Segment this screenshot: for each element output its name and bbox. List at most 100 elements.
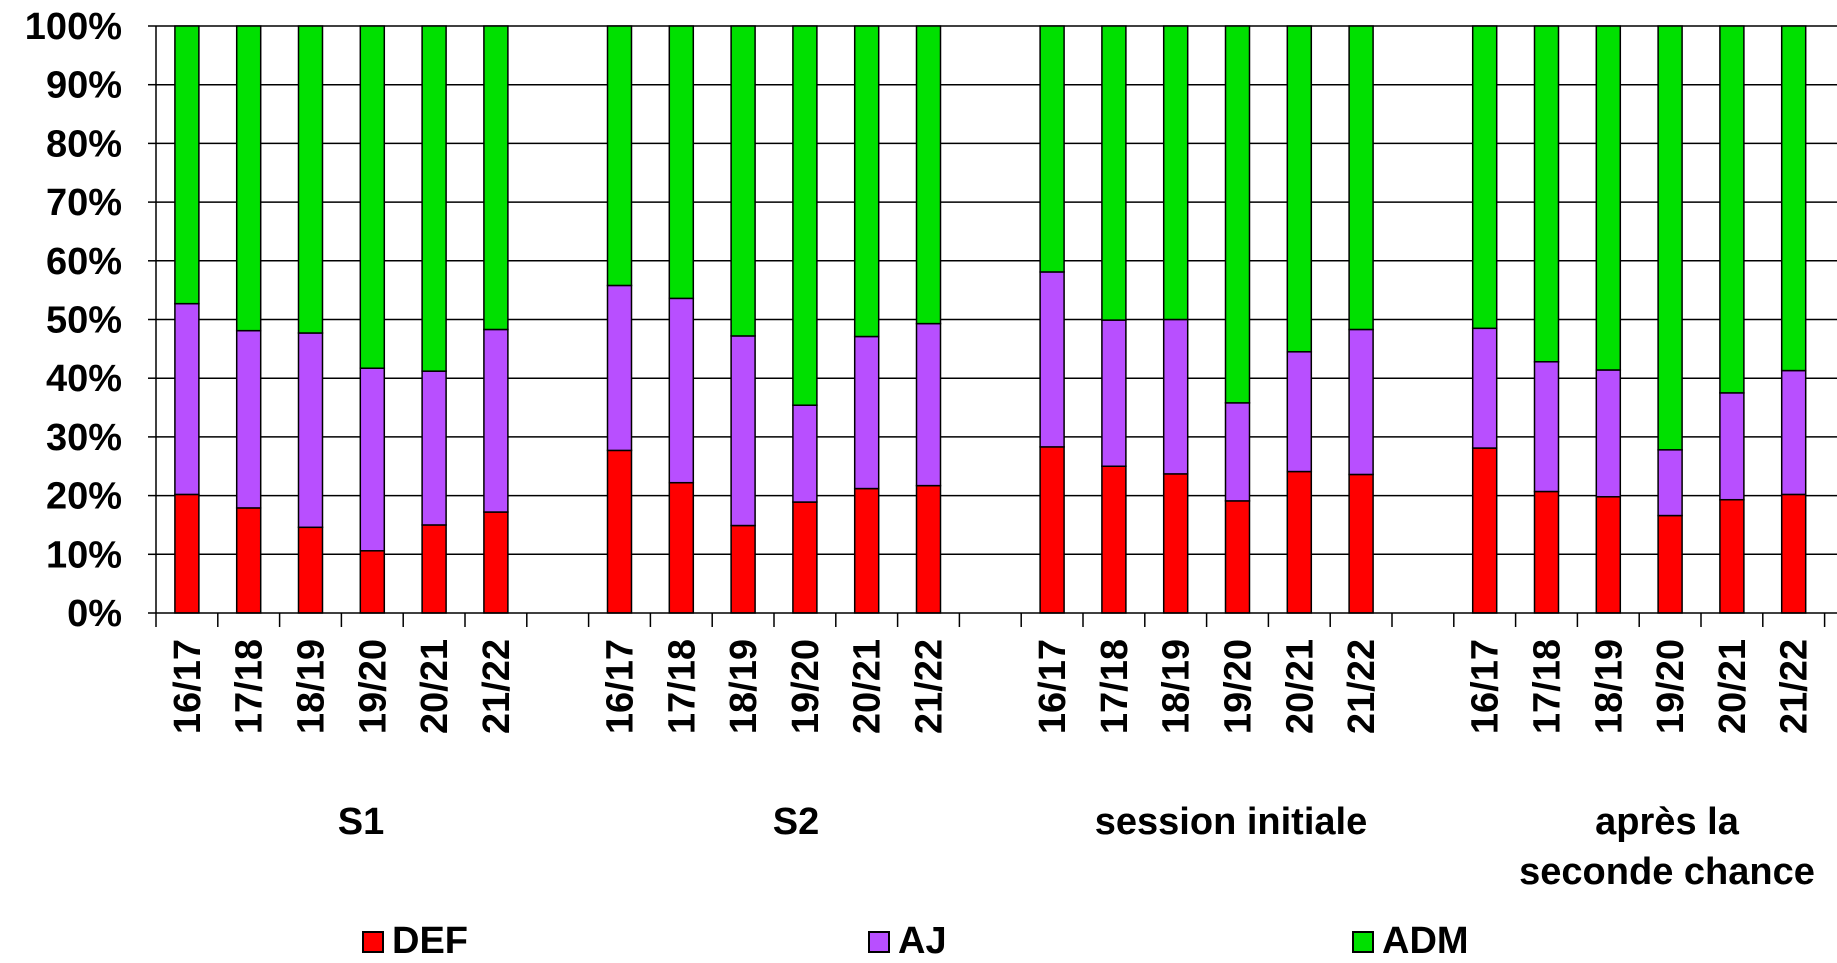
y-tick-label: 0% <box>67 593 122 635</box>
legend-label-aj: AJ <box>898 920 947 962</box>
x-tick-label: 17/18 <box>661 639 703 734</box>
bar-segment-adm <box>1101 25 1127 321</box>
bar-segment-aj <box>1657 449 1683 517</box>
bar-segment-def <box>792 501 818 614</box>
bar-segment-adm <box>730 25 756 337</box>
y-tick-label: 100% <box>25 6 122 48</box>
bar-segment-def <box>483 511 509 614</box>
y-tick-label: 50% <box>46 300 122 342</box>
bar-segment-aj <box>1224 402 1251 502</box>
x-tick-label: 20/21 <box>414 639 456 734</box>
x-tick-label: 19/20 <box>1650 639 1692 734</box>
y-tick-label: 20% <box>46 476 122 518</box>
group-labels: S1 S2 session initiale après la seconde … <box>338 801 1815 893</box>
bar-segment-def <box>1039 446 1065 614</box>
y-tick-label: 70% <box>46 182 122 224</box>
y-tick-label: 30% <box>46 417 122 459</box>
bar-segment-def <box>606 449 633 614</box>
bar-segment-aj <box>421 370 447 526</box>
y-tick-label: 90% <box>46 65 122 107</box>
bar-segment-aj <box>1780 369 1807 496</box>
x-tick-label: 16/17 <box>1465 639 1507 734</box>
bar-segment-aj <box>915 322 942 487</box>
legend-aj: AJ <box>868 920 947 963</box>
bar-segment-aj <box>297 332 324 529</box>
bar-segment-def <box>297 526 324 614</box>
bar-segment-adm <box>1039 25 1065 273</box>
bar-segment-aj <box>359 367 386 552</box>
bar-segment-def <box>1719 498 1745 614</box>
y-tick-label: 80% <box>46 123 122 165</box>
group-label-seconde-chance-line1: après la <box>1595 801 1740 843</box>
bar-segment-aj <box>606 284 633 452</box>
bar-segment-aj <box>1348 328 1374 476</box>
y-tick-label: 40% <box>46 358 122 400</box>
x-tick-label: 19/20 <box>1218 639 1260 734</box>
gridlines <box>156 25 1837 556</box>
y-tick-labels: 0% 10% 20% 30% 40% 50% 60% 70% 80% 90% 100% <box>25 6 122 635</box>
bar-segment-adm <box>668 25 695 300</box>
bar-segment-adm <box>1533 25 1560 363</box>
bar-segment-adm <box>1471 25 1498 330</box>
x-tick-label: 17/18 <box>229 639 271 734</box>
legend-swatch-adm <box>1352 930 1374 953</box>
x-tick-label: 20/21 <box>847 639 889 734</box>
x-tick-label: 21/22 <box>909 639 951 734</box>
bar-segment-aj <box>1533 361 1560 493</box>
x-tick-label: 18/19 <box>1156 639 1198 734</box>
x-tick-label: 17/18 <box>1094 639 1136 734</box>
bar-segment-adm <box>359 25 386 369</box>
bar-segment-adm <box>1657 25 1683 451</box>
bar-segment-aj <box>668 297 695 484</box>
bar-segment-adm <box>915 25 942 325</box>
x-tick-label: 19/20 <box>785 639 827 734</box>
legend-swatch-def <box>362 930 384 953</box>
bars <box>174 25 1807 614</box>
group-label-s1: S1 <box>338 801 384 843</box>
x-tick-label: 19/20 <box>352 639 394 734</box>
x-tick-label: 18/19 <box>291 639 333 734</box>
bar-segment-adm <box>297 25 324 334</box>
bar-segment-aj <box>1039 271 1065 448</box>
bar-segment-adm <box>792 25 818 406</box>
bar-segment-adm <box>606 25 633 287</box>
y-tick-label: 60% <box>46 241 122 283</box>
bar-segment-def <box>235 507 262 614</box>
bar-segment-adm <box>1780 25 1807 372</box>
x-tick-label: 16/17 <box>600 639 642 734</box>
bar-segment-adm <box>1162 25 1189 321</box>
group-label-session-initiale: session initiale <box>1095 801 1367 843</box>
bar-segment-aj <box>792 404 818 503</box>
bar-segment-def <box>1471 447 1498 614</box>
legend-label-adm: ADM <box>1382 920 1469 962</box>
bar-segment-aj <box>1595 369 1622 498</box>
bar-segment-def <box>421 524 447 614</box>
legend-label-def: DEF <box>392 920 468 962</box>
bar-segment-def <box>1348 473 1374 614</box>
bar-segment-def <box>853 487 880 614</box>
bar-segment-adm <box>421 25 447 372</box>
x-tick-label: 20/21 <box>1279 639 1321 734</box>
legend-swatch-aj <box>868 930 890 953</box>
x-tick-label: 18/19 <box>723 639 765 734</box>
bar-segment-def <box>1657 514 1683 614</box>
bar-segment-def <box>174 493 200 614</box>
bar-segment-adm <box>1286 25 1313 353</box>
bar-segment-adm <box>235 25 262 332</box>
bar-segment-aj <box>235 329 262 509</box>
bar-segment-def <box>668 481 695 614</box>
x-tick-label: 16/17 <box>167 639 209 734</box>
bar-segment-aj <box>853 335 880 490</box>
bar-segment-aj <box>1101 319 1127 467</box>
bar-segment-def <box>1162 473 1189 614</box>
bar-segment-aj <box>1719 392 1745 501</box>
x-tick-label: 17/18 <box>1527 639 1569 734</box>
group-label-seconde-chance-line2: seconde chance <box>1519 851 1815 893</box>
x-tick-label: 21/22 <box>1774 639 1816 734</box>
bar-segment-def <box>1101 465 1127 614</box>
bar-segment-def <box>730 524 756 614</box>
bar-segment-aj <box>1286 351 1313 473</box>
bar-segment-def <box>359 550 386 614</box>
bar-segment-aj <box>1162 318 1189 475</box>
